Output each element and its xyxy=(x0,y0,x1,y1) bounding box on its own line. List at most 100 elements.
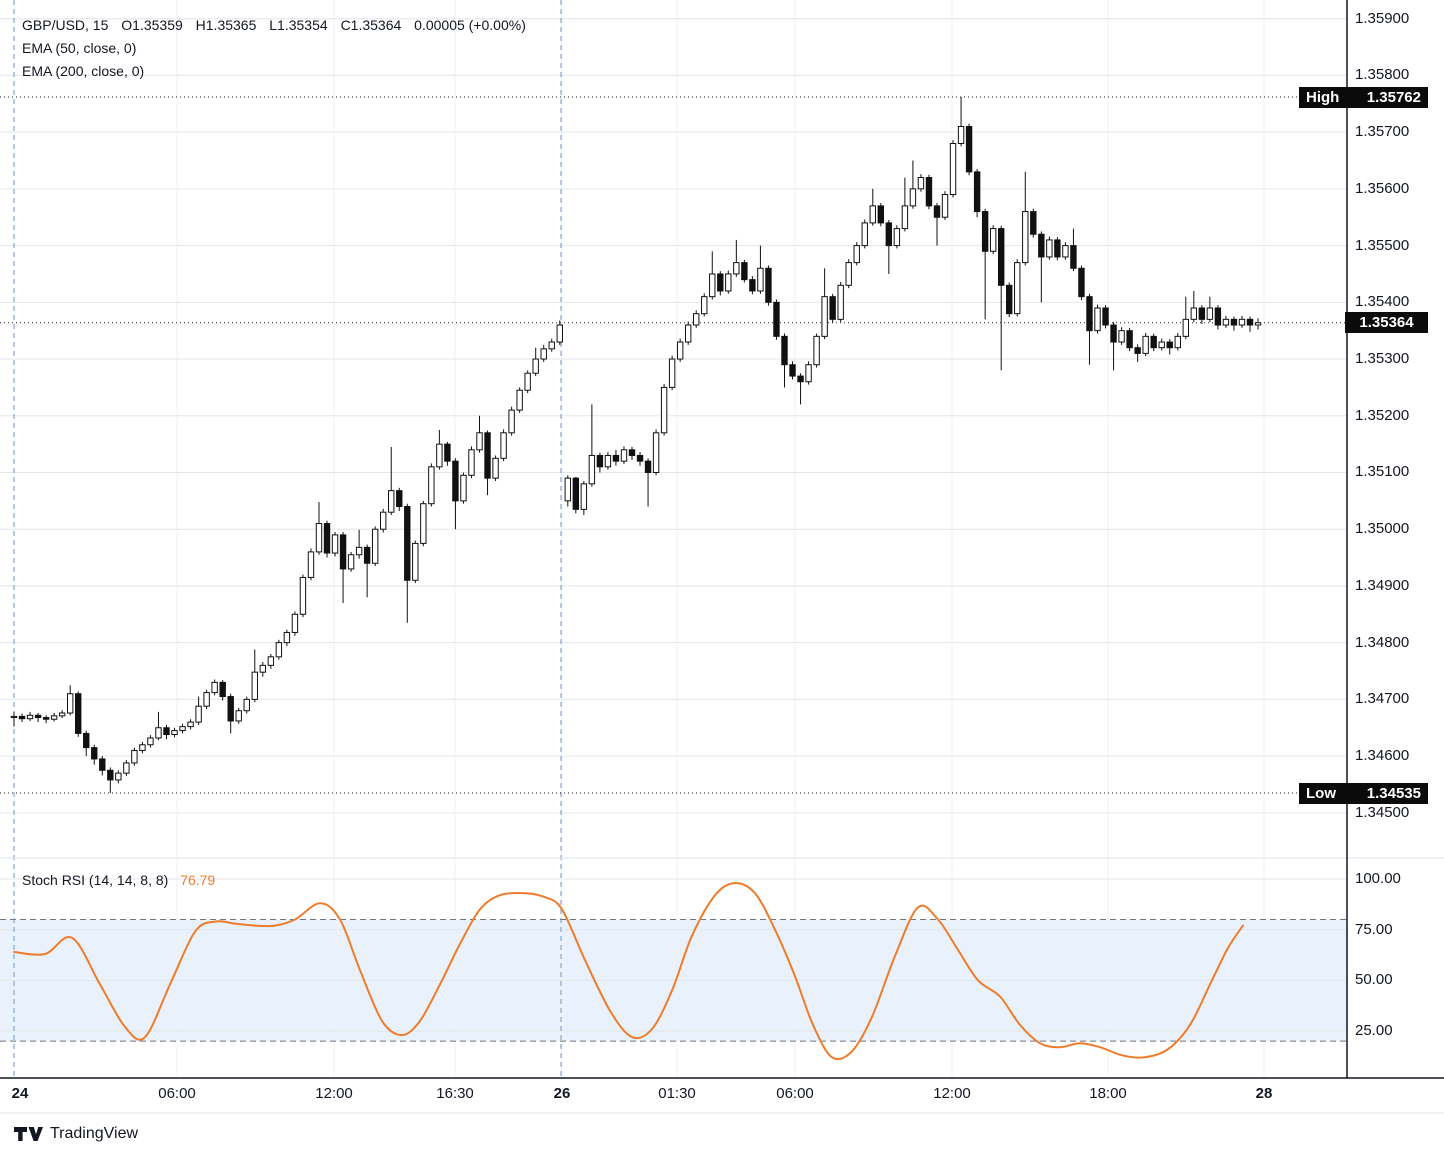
candle xyxy=(243,698,250,712)
price-axis-label: 1.35100 xyxy=(1355,463,1410,481)
candle xyxy=(259,664,267,673)
candle xyxy=(660,386,668,434)
candle xyxy=(219,681,226,698)
price-axis-label: 1.35000 xyxy=(1355,520,1410,538)
candle xyxy=(363,546,371,564)
candle xyxy=(195,705,202,723)
candle xyxy=(388,490,395,513)
candle xyxy=(1222,318,1230,326)
candle xyxy=(468,449,475,476)
legend-open: O1.35359 xyxy=(121,17,183,33)
time-tick-18:00: 18:00 xyxy=(1089,1085,1127,1102)
candle xyxy=(612,454,620,462)
candle xyxy=(235,710,242,722)
candle xyxy=(139,744,146,751)
candle xyxy=(211,681,218,694)
price-pane[interactable] xyxy=(0,0,1347,858)
candle xyxy=(1182,318,1189,337)
candle xyxy=(460,474,467,502)
candle xyxy=(283,631,291,644)
candle xyxy=(1014,262,1021,315)
candle xyxy=(853,245,860,264)
candle xyxy=(773,301,780,337)
brand-text: TradingView xyxy=(50,1125,139,1142)
price-axis-label: 1.34700 xyxy=(1355,690,1410,708)
legend-close: C1.35364 xyxy=(340,17,402,33)
candle xyxy=(66,693,74,714)
candle xyxy=(227,696,234,722)
price-axis-label: 1.34500 xyxy=(1355,803,1410,821)
candle xyxy=(580,483,588,510)
candle xyxy=(1118,330,1125,343)
stoch-rsi-legend[interactable]: Stoch RSI (14, 14, 8, 8) 76.79 xyxy=(22,872,215,888)
candle xyxy=(331,534,339,554)
candle xyxy=(404,506,411,581)
time-tick-12:00: 12:00 xyxy=(933,1085,971,1102)
candle xyxy=(428,466,435,505)
symbol-title[interactable]: GBP/USD, 15 xyxy=(22,17,109,33)
symbol-legend[interactable]: GBP/USD, 15 O1.35359 H1.35365 L1.35354 C… xyxy=(22,17,526,33)
candle xyxy=(1046,239,1053,258)
high-badge-value: 1.35762 xyxy=(1366,89,1421,106)
candle xyxy=(564,477,571,502)
candle xyxy=(709,273,716,298)
candle xyxy=(508,409,515,434)
candle xyxy=(123,762,130,774)
candle xyxy=(556,324,563,343)
time-tick-26: 26 xyxy=(553,1085,571,1102)
candle xyxy=(1206,307,1214,320)
candle xyxy=(668,358,676,388)
candle xyxy=(869,205,876,224)
candle xyxy=(484,432,491,479)
candle xyxy=(957,125,965,145)
candle xyxy=(107,769,114,781)
candle xyxy=(291,613,299,633)
time-axis[interactable]: 24 06:00 12:00 16:30 26 01:30 06:00 12:00 18:00 2… xyxy=(0,1078,1347,1112)
candle xyxy=(572,477,580,510)
tradingview-attribution[interactable]: TradingView xyxy=(14,1125,138,1143)
time-tick-24: 24 xyxy=(11,1085,29,1102)
candle xyxy=(1198,307,1206,320)
candle xyxy=(725,273,732,292)
candle xyxy=(925,177,933,207)
candle xyxy=(1126,330,1133,349)
price-axis-label: 1.35300 xyxy=(1355,350,1410,368)
price-axis-label: 1.35400 xyxy=(1355,293,1410,311)
candle xyxy=(1134,347,1141,354)
indicator-legend-ema50[interactable]: EMA (50, close, 0) xyxy=(22,40,145,56)
price-axis-label: 1.35500 xyxy=(1355,236,1410,254)
price-axis[interactable]: 1.35900 1.35800 1.35700 1.35600 1.35500 1.354… xyxy=(1347,0,1444,1078)
candle xyxy=(628,449,636,456)
candle xyxy=(596,454,604,468)
candle xyxy=(267,656,275,666)
candle xyxy=(452,460,459,502)
candle xyxy=(1190,307,1198,320)
candle xyxy=(693,313,700,326)
candle xyxy=(1062,245,1069,258)
last-price-badge: 1.35364 xyxy=(1345,312,1428,333)
tradingview-logo-icon xyxy=(14,1126,43,1141)
candle xyxy=(684,324,692,343)
candle xyxy=(34,714,42,719)
candle xyxy=(18,715,26,720)
candle xyxy=(412,542,419,581)
stoch-axis-label: 25.00 xyxy=(1355,1022,1393,1039)
time-tick-12:00: 12:00 xyxy=(315,1085,353,1102)
price-axis-label: 1.34800 xyxy=(1355,633,1410,651)
candle xyxy=(941,194,949,218)
stoch-rsi-pane[interactable] xyxy=(0,858,1347,1078)
candle xyxy=(26,714,34,720)
candle xyxy=(636,454,644,462)
candle xyxy=(436,443,443,468)
legend-low: L1.35354 xyxy=(269,17,328,33)
candle xyxy=(1094,307,1101,332)
candle xyxy=(998,228,1005,286)
candle xyxy=(741,262,748,281)
candle xyxy=(355,546,363,556)
candle xyxy=(1086,296,1093,332)
candle xyxy=(339,534,347,570)
legend-change: 0.00005 (+0.00%) xyxy=(414,17,526,33)
indicator-legend-ema200[interactable]: EMA (200, close, 0) xyxy=(22,63,153,79)
price-axis-label: 1.35600 xyxy=(1355,179,1410,197)
